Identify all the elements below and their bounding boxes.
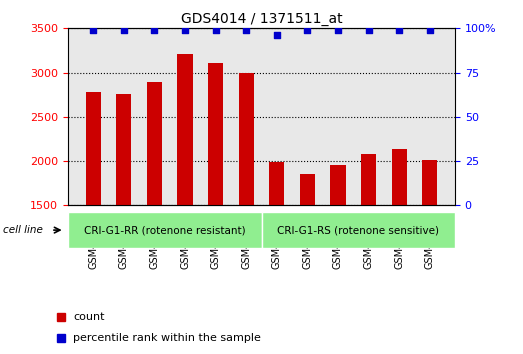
Point [211,27,220,33]
Bar [331,165,346,338]
Point [89,27,97,33]
Bar [238,74,254,338]
Bar [116,94,131,338]
Point [303,27,312,33]
Bar [361,154,376,338]
FancyBboxPatch shape [68,212,262,248]
Point [334,27,342,33]
Point [365,27,373,33]
FancyBboxPatch shape [262,212,455,248]
Point [395,27,403,33]
Title: GDS4014 / 1371511_at: GDS4014 / 1371511_at [180,12,343,26]
Bar [177,54,192,338]
Bar [392,149,407,338]
Bar [147,82,162,338]
Bar [269,161,285,338]
Point [120,27,128,33]
Text: CRI-G1-RS (rotenone sensitive): CRI-G1-RS (rotenone sensitive) [277,225,439,235]
Point [426,27,434,33]
Text: cell line: cell line [4,225,43,235]
Point [272,33,281,38]
Text: count: count [73,312,105,322]
Point [181,27,189,33]
Point [242,27,251,33]
Bar [86,92,101,338]
Text: percentile rank within the sample: percentile rank within the sample [73,333,261,343]
Bar [422,160,437,338]
Bar [208,63,223,338]
Bar [300,174,315,338]
Point [150,27,158,33]
Text: CRI-G1-RR (rotenone resistant): CRI-G1-RR (rotenone resistant) [84,225,246,235]
